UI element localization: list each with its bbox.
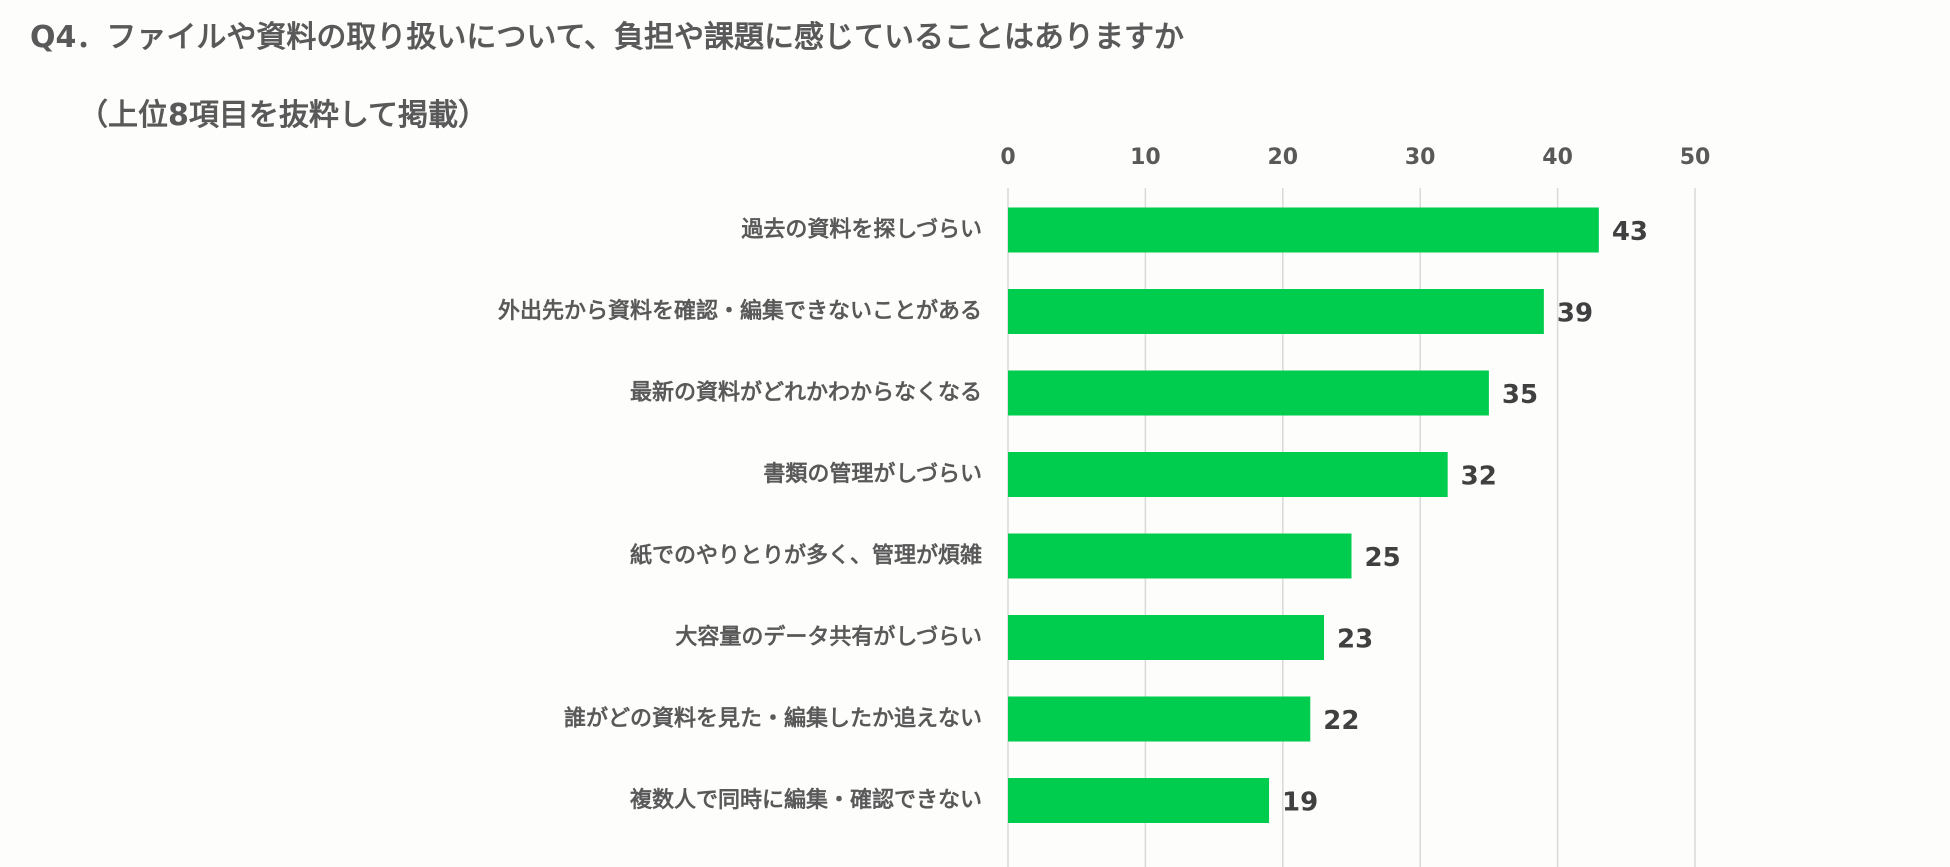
x-tick-label: 30	[1405, 145, 1436, 170]
data-label: 19	[1282, 788, 1318, 818]
x-axis-ticks: 0 10 20 30 40 50	[1000, 145, 1710, 170]
x-tick-label: 50	[1680, 145, 1711, 170]
bar	[1008, 615, 1325, 660]
category-label: 紙でのやりとりが多く、管理が煩雑	[630, 543, 982, 569]
category-label: 過去の資料を探しづらい	[741, 217, 982, 243]
x-tick-label: 40	[1542, 145, 1573, 170]
category-label: 誰がどの資料を見た・編集したか追えない	[564, 706, 982, 732]
x-tick-label: 10	[1130, 145, 1161, 170]
bar	[1008, 289, 1544, 334]
chart-title-line1: Q4．ファイルや資料の取り扱いについて、負担や課題に感じていることはありますか	[30, 20, 1184, 55]
bar	[1008, 370, 1489, 416]
bar	[1008, 696, 1311, 742]
x-tick-label: 0	[1000, 145, 1015, 170]
bars	[1008, 207, 1599, 823]
data-label: 39	[1557, 299, 1593, 329]
data-label: 22	[1323, 706, 1359, 736]
data-label: 32	[1461, 462, 1497, 492]
category-label: 書類の管理がしづらい	[763, 461, 982, 487]
data-label: 23	[1337, 625, 1373, 655]
bar	[1008, 452, 1448, 497]
bar	[1008, 778, 1270, 823]
category-label: 外出先から資料を確認・編集できないことがある	[498, 298, 982, 324]
category-label: 複数人で同時に編集・確認できない	[630, 787, 982, 813]
category-label: 大容量のデータ共有がしづらい	[675, 624, 982, 650]
data-label: 25	[1365, 543, 1401, 573]
bar	[1008, 533, 1352, 579]
category-label: 最新の資料がどれかわからなくなる	[630, 380, 982, 406]
bar	[1008, 207, 1599, 253]
x-tick-label: 20	[1267, 145, 1298, 170]
data-labels: 43 39 35 32 25 23 22 19	[1282, 217, 1648, 818]
chart-title: Q4．ファイルや資料の取り扱いについて、負担や課題に感じていることはありますか …	[30, 14, 1184, 140]
category-labels: 過去の資料を探しづらい外出先から資料を確認・編集できないことがある最新の資料がど…	[498, 217, 982, 814]
data-label: 35	[1502, 380, 1538, 410]
chart-title-line2: （上位8項目を抜粋して掲載）	[78, 98, 488, 133]
data-label: 43	[1612, 217, 1648, 247]
